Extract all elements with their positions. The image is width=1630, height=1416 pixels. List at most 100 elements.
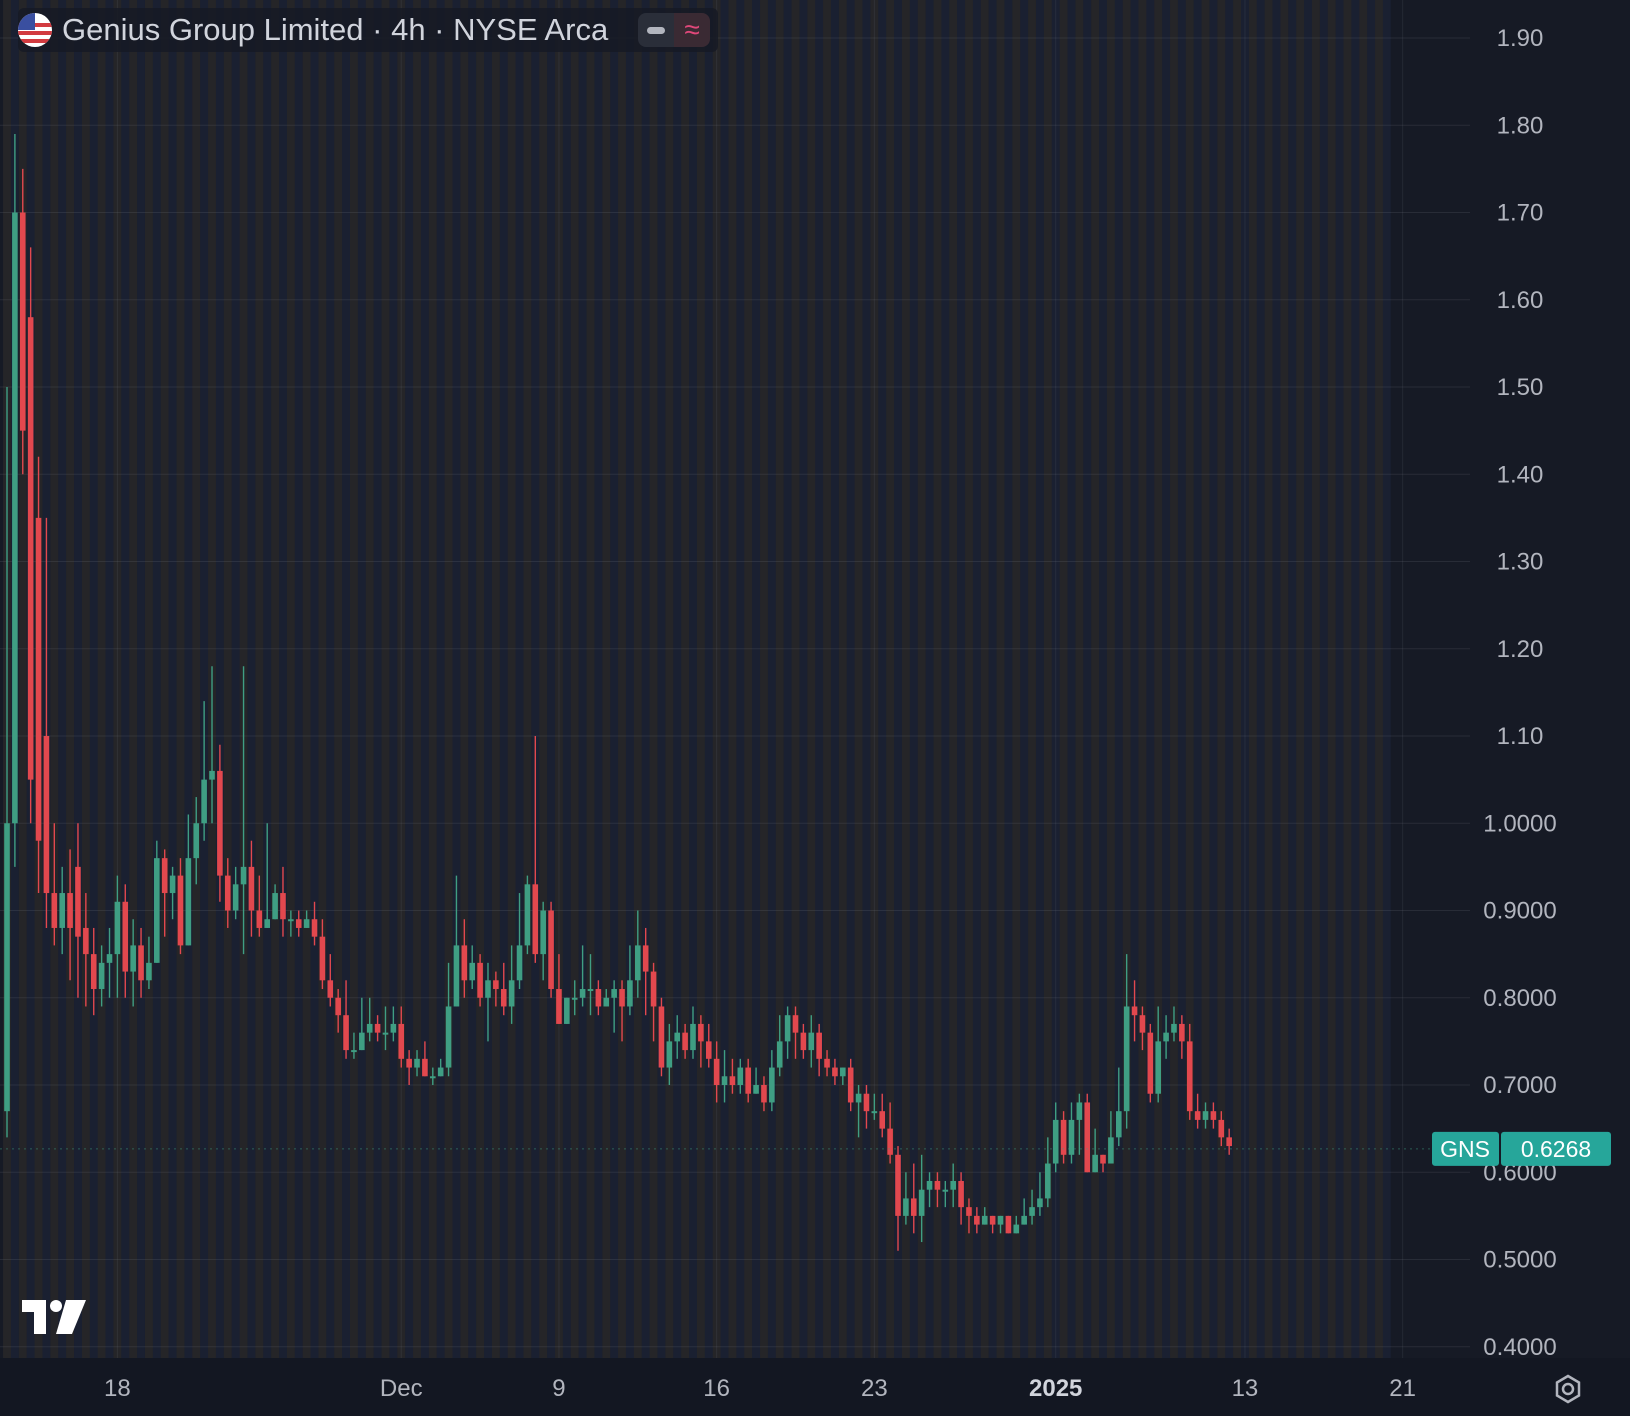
candle-body — [1202, 1111, 1209, 1120]
candle-down — [217, 744, 223, 902]
candle-body — [855, 1093, 862, 1103]
symbol-title[interactable]: Genius Group Limited · 4h · NYSE Arca — [62, 12, 609, 47]
session-stripe — [878, 0, 887, 1358]
session-stripe — [279, 0, 287, 1358]
session-stripe — [223, 0, 232, 1358]
candle-up — [1163, 1015, 1169, 1059]
session-stripe — [1209, 0, 1218, 1358]
candle-body — [12, 212, 18, 824]
candle-up — [453, 875, 460, 1007]
candle-up — [981, 1207, 988, 1225]
x-tick-label: 16 — [703, 1375, 730, 1402]
x-tick-label: 13 — [1232, 1375, 1259, 1402]
candle-down — [493, 971, 499, 1007]
candle-down — [705, 1023, 712, 1068]
y-tick-label: 1.90 — [1497, 25, 1544, 52]
candle-down — [500, 962, 507, 1016]
session-stripe — [97, 0, 106, 1358]
session-stripe — [1067, 0, 1076, 1358]
session-stripe — [602, 0, 611, 1358]
candle-down — [966, 1198, 972, 1234]
session-stripe — [1130, 0, 1139, 1358]
session-stripe — [468, 0, 477, 1358]
candle-body — [895, 1154, 901, 1216]
candle-body — [1060, 1119, 1067, 1155]
indicator-toggle[interactable]: ≈ — [638, 13, 711, 47]
candle-up — [1013, 1215, 1020, 1234]
candle-body — [98, 962, 105, 990]
candle-body — [1108, 1137, 1114, 1164]
session-stripe — [89, 0, 98, 1358]
candle-body — [871, 1111, 878, 1114]
candle-body — [106, 954, 113, 963]
candle-body — [311, 919, 318, 937]
session-stripe — [231, 0, 240, 1358]
candle-body — [524, 884, 531, 946]
session-stripe — [1170, 0, 1178, 1358]
session-stripe — [1099, 0, 1107, 1358]
session-stripe — [610, 0, 619, 1358]
session-stripe — [476, 0, 485, 1358]
candle-up — [201, 701, 207, 841]
session-stripe — [152, 0, 161, 1358]
candle-down — [761, 1076, 767, 1112]
session-stripe — [444, 0, 453, 1358]
session-stripe — [838, 0, 847, 1358]
session-stripe — [1051, 0, 1060, 1358]
candle-down — [1131, 980, 1138, 1042]
settings-gear-icon[interactable] — [1552, 1373, 1584, 1405]
candle-body — [319, 936, 326, 981]
session-stripe — [523, 0, 532, 1358]
candle-body — [761, 1085, 767, 1103]
candle-up — [154, 840, 160, 963]
session-stripe — [696, 0, 705, 1358]
session-stripe — [263, 0, 272, 1358]
candle-body — [461, 945, 468, 981]
session-stripe — [413, 0, 421, 1358]
session-stripe — [752, 0, 761, 1358]
session-stripe — [310, 0, 319, 1358]
session-stripe — [941, 0, 950, 1358]
candle-down — [477, 954, 483, 1007]
hide-icon[interactable] — [638, 13, 675, 47]
session-stripe — [807, 0, 816, 1358]
candle-body — [366, 1023, 373, 1033]
approx-icon[interactable]: ≈ — [674, 13, 711, 47]
candle-body — [934, 1180, 941, 1190]
candle-body — [997, 1215, 1004, 1225]
session-stripe — [799, 0, 808, 1358]
candle-up — [303, 910, 310, 928]
candle-body — [256, 910, 263, 928]
session-stripe — [1091, 0, 1100, 1358]
session-stripe — [1225, 0, 1234, 1358]
session-stripe — [428, 0, 437, 1358]
candle-body — [571, 997, 578, 1000]
candle-body — [146, 962, 152, 981]
candle-down — [800, 1023, 807, 1059]
candle-down — [832, 1058, 838, 1085]
candle-body — [295, 919, 302, 928]
session-stripe — [176, 0, 185, 1358]
candle-body — [272, 893, 278, 920]
candle-down — [319, 919, 326, 990]
candle-up — [1092, 1128, 1098, 1173]
candle-body — [674, 1032, 681, 1042]
session-stripe — [1375, 0, 1383, 1358]
candle-body — [1210, 1111, 1217, 1120]
candle-body — [698, 1023, 704, 1042]
last-price-badge-text: 0.6268 — [1521, 1136, 1591, 1162]
candle-up — [674, 1015, 681, 1059]
candle-up — [4, 387, 10, 1138]
candle-body — [1045, 1163, 1051, 1199]
candle-body — [59, 893, 65, 928]
session-stripe — [1162, 0, 1171, 1358]
candle-down — [879, 1093, 886, 1138]
session-stripe — [318, 0, 327, 1358]
candle-body — [627, 980, 633, 1007]
session-stripe — [1272, 0, 1281, 1358]
candle-body — [280, 893, 286, 920]
session-stripe — [1304, 0, 1312, 1358]
candle-body — [122, 901, 129, 972]
